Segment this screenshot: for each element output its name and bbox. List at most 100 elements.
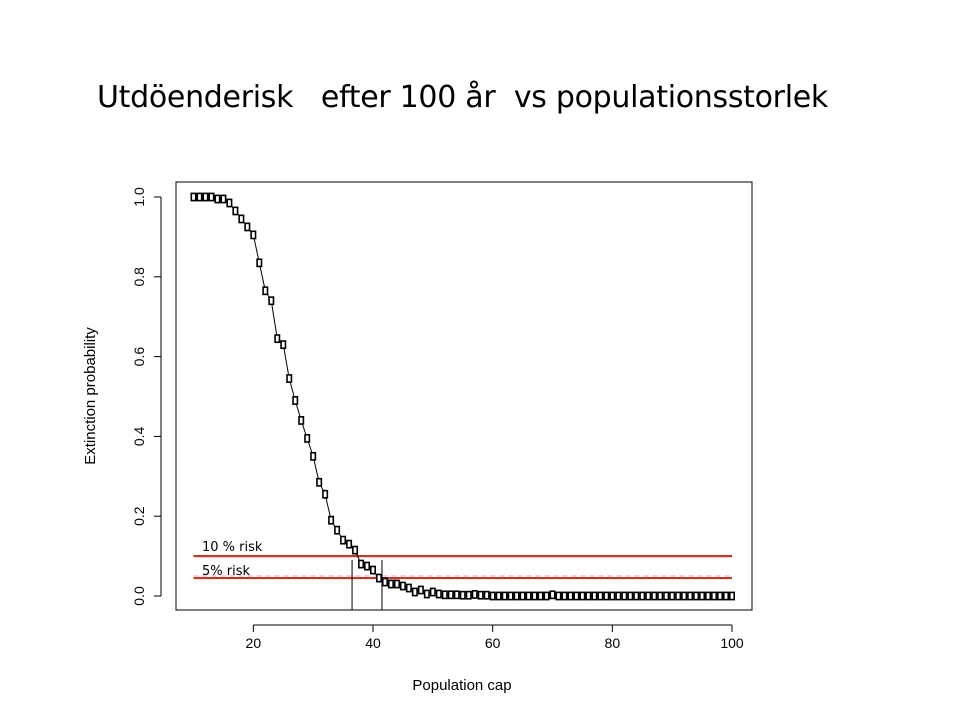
data-point (513, 591, 520, 601)
data-point (531, 591, 538, 601)
data-point (280, 340, 287, 350)
data-point (441, 590, 448, 600)
data-point (411, 587, 418, 597)
data-point (633, 591, 640, 601)
data-point (549, 590, 556, 600)
data-point (651, 591, 658, 601)
y-tick-label: 0.6 (131, 347, 147, 367)
data-point (393, 579, 400, 589)
data-point (597, 591, 604, 601)
data-point (627, 591, 634, 601)
y-axis-title: Extinction probability (82, 327, 99, 465)
x-axis-title: Population cap (412, 677, 511, 694)
data-point (489, 591, 496, 601)
data-points (190, 192, 735, 601)
data-point (693, 591, 700, 601)
data-point (334, 525, 341, 535)
data-point (711, 591, 718, 601)
data-point (369, 565, 376, 575)
data-point (358, 559, 365, 569)
data-point (728, 591, 735, 601)
data-point (232, 206, 239, 216)
data-point (507, 591, 514, 601)
fit-line (193, 196, 732, 597)
data-point (603, 591, 610, 601)
x-tick-label: 40 (365, 635, 381, 651)
data-point (352, 545, 359, 555)
data-point (483, 590, 490, 600)
data-point (286, 374, 293, 383)
data-point (226, 198, 233, 208)
data-point (639, 591, 646, 601)
data-point (399, 581, 406, 591)
data-point (214, 194, 221, 204)
x-tick-label: 80 (605, 635, 621, 651)
data-point (585, 591, 592, 601)
data-point (298, 416, 305, 425)
data-point (268, 296, 275, 306)
y-tick-label: 0.8 (131, 267, 147, 287)
x-tick-label: 100 (720, 635, 744, 651)
data-point (687, 591, 694, 601)
data-point (202, 192, 209, 202)
data-point (465, 590, 472, 600)
data-point (405, 583, 412, 593)
data-point (387, 579, 394, 589)
y-tick-label: 0.0 (131, 586, 147, 606)
data-point (591, 591, 598, 601)
data-point (256, 258, 263, 268)
data-point (621, 591, 628, 601)
data-point (238, 214, 245, 224)
data-point (381, 577, 388, 587)
data-point (304, 433, 311, 443)
data-point (663, 591, 670, 601)
data-point (328, 515, 335, 525)
data-point (669, 591, 676, 601)
data-point (705, 591, 712, 601)
slide-title: Utdöenderisk efter 100 år vs populations… (97, 80, 828, 115)
data-point (717, 591, 724, 601)
annotation-10-percent-risk: 10 % risk (202, 540, 263, 555)
y-axis: 0.0 0.2 0.4 0.6 0.8 1.0 (131, 187, 162, 606)
data-point (220, 194, 227, 204)
data-point (364, 561, 371, 571)
data-point (262, 286, 269, 296)
fit-curve (193, 196, 732, 597)
data-point (190, 192, 197, 202)
x-tick-label: 20 (246, 635, 262, 651)
data-point (196, 192, 203, 202)
data-point (322, 489, 329, 499)
data-point (495, 591, 502, 601)
data-point (543, 591, 550, 601)
annotation-5-percent-risk: 5% risk (202, 564, 250, 579)
data-point (417, 585, 424, 595)
data-point (645, 591, 652, 601)
data-point (375, 573, 382, 583)
data-point (316, 477, 323, 487)
data-point (555, 591, 562, 601)
data-point (615, 591, 622, 601)
data-point (453, 590, 460, 600)
data-point (579, 591, 586, 601)
data-point (525, 591, 532, 601)
data-point (429, 587, 436, 597)
data-point (723, 591, 730, 601)
data-point (681, 591, 688, 601)
data-point (567, 591, 574, 601)
x-axis: 20 40 60 80 100 (246, 624, 744, 651)
data-point (292, 396, 299, 405)
data-point (310, 451, 317, 461)
y-tick-label: 0.4 (131, 426, 147, 446)
risk-lines (193, 554, 732, 580)
data-point (423, 589, 430, 599)
data-point (340, 535, 347, 545)
data-point (675, 591, 682, 601)
x-tick-label: 60 (485, 635, 501, 651)
data-point (477, 590, 484, 600)
data-point (471, 590, 478, 599)
y-tick-label: 1.0 (131, 187, 147, 207)
data-point (609, 591, 616, 601)
data-point (244, 222, 251, 232)
data-point (561, 591, 568, 601)
